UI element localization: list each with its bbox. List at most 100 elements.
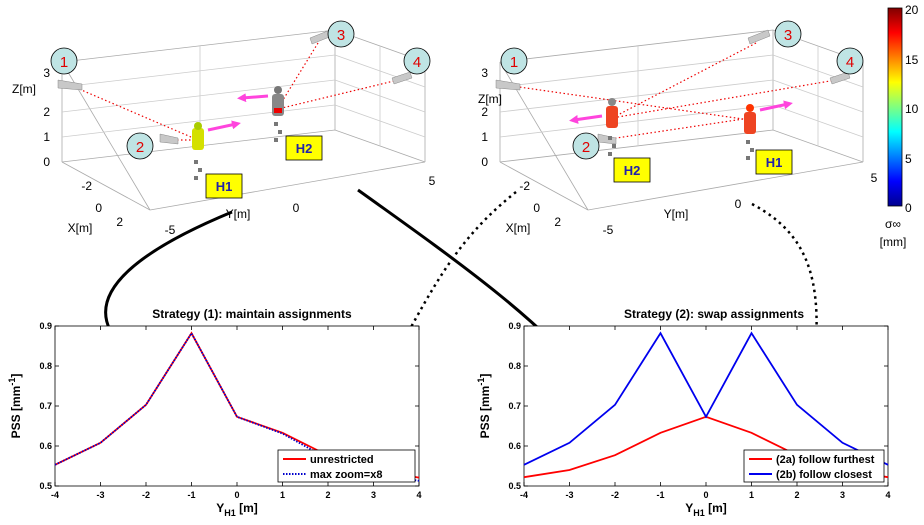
camera-number: 2 xyxy=(582,139,590,156)
y-tick: -5 xyxy=(165,223,176,237)
scene-right-x-ticks: -2 0 2 xyxy=(519,179,561,229)
x-tick-label: 4 xyxy=(885,490,890,500)
colorbar-label-unit: [mm] xyxy=(880,235,907,249)
legend-label: (2b) follow closest xyxy=(776,469,872,481)
scene-left-x-ticks: -2 0 2 xyxy=(81,179,123,229)
legend: (2a) follow furthest (2b) follow closest xyxy=(743,449,885,483)
y-tick: 0 xyxy=(293,201,300,215)
x-tick-label: 1 xyxy=(749,490,754,500)
x-tick-label: -2 xyxy=(611,490,619,500)
scene-right-human-h1 xyxy=(744,104,756,160)
z-axis-label: Z[m] xyxy=(12,82,36,96)
y-tick-label: 0.6 xyxy=(508,441,521,451)
chart-title: Strategy (2): swap assignments xyxy=(624,307,804,321)
camera-marker xyxy=(403,47,431,75)
x-tick: -2 xyxy=(81,179,92,193)
human-label-box xyxy=(755,149,793,175)
z-tick: 0 xyxy=(481,155,488,169)
camera-number: 3 xyxy=(784,27,792,44)
y-axis-label: PSS [mm-1] xyxy=(7,374,23,439)
x-tick: 0 xyxy=(533,201,540,215)
x-tick-label: -3 xyxy=(96,490,104,500)
y-tick: -5 xyxy=(603,223,614,237)
camera-marker xyxy=(774,20,802,48)
human-label: H1 xyxy=(216,179,233,194)
x-tick-label: 4 xyxy=(416,490,421,500)
camera-number: 2 xyxy=(136,139,144,156)
series-line xyxy=(523,331,889,466)
y-axis-label: Y[m] xyxy=(226,207,251,221)
y-tick-label: 0.8 xyxy=(39,361,52,371)
x-tick-label: -1 xyxy=(656,490,664,500)
colorbar: 0 5 10 15 20 σ∞ [mm] xyxy=(880,3,919,249)
human-label-box xyxy=(613,157,651,183)
colorbar-tick: 5 xyxy=(905,152,912,166)
colorbar-tick: 20 xyxy=(905,3,919,17)
y-tick: 5 xyxy=(871,171,878,185)
human-label-box xyxy=(285,135,323,161)
z-tick: 3 xyxy=(481,66,488,80)
scene-left-box xyxy=(61,29,426,211)
camera-marker xyxy=(126,132,154,160)
colorbar-ticks: 0 5 10 15 20 xyxy=(905,3,919,215)
y-tick-label: 0.7 xyxy=(508,401,521,411)
human-label: H1 xyxy=(766,155,783,170)
scene-right-y-ticks: -5 0 5 xyxy=(603,171,878,237)
x-tick-label: 0 xyxy=(234,490,239,500)
camera-marker xyxy=(500,47,528,75)
camera-marker xyxy=(836,47,864,75)
x-tick: 2 xyxy=(116,215,123,229)
x-tick-label: -3 xyxy=(565,490,573,500)
scene-left: 1 2 3 4 H1 H2 0 1 2 3 Z[m] -2 0 2 X[m] -… xyxy=(12,20,436,237)
camera-number: 1 xyxy=(60,54,68,71)
scene-left-human-h1 xyxy=(192,122,204,180)
chart-strategy-2: Strategy (2): swap assignments 0.5 0.6 0.7… xyxy=(476,307,891,518)
colorbar-gradient xyxy=(887,7,903,207)
y-tick-label: 0.5 xyxy=(508,481,521,491)
x-tick-label: -4 xyxy=(520,490,528,500)
camera-number: 1 xyxy=(510,54,518,71)
human-label-box xyxy=(205,173,243,199)
x-tick-label: 3 xyxy=(840,490,845,500)
x-tick: 0 xyxy=(95,201,102,215)
y-tick-label: 0.9 xyxy=(508,321,521,331)
scene-left-camera-bodies xyxy=(57,29,413,145)
x-axis-label: X[m] xyxy=(68,221,93,235)
scene-right: 1 2 3 4 H2 H1 0 1 2 3 Z[m] -2 0 2 X[m] -… xyxy=(478,20,878,237)
colorbar-tick: 15 xyxy=(905,53,919,67)
x-tick-label: 1 xyxy=(280,490,285,500)
legend-label: max zoom=x8 xyxy=(310,469,382,481)
z-tick: 1 xyxy=(43,130,50,144)
camera-marker xyxy=(572,132,600,160)
human-label: H2 xyxy=(296,141,313,156)
scene-right-human-h2 xyxy=(606,98,618,156)
y-tick-label: 0.5 xyxy=(39,481,52,491)
scene-right-h1-motion-arrow xyxy=(759,100,793,112)
colorbar-label-symbol: σ∞ xyxy=(885,217,901,231)
x-axis-label: YH1 [m] xyxy=(216,501,258,518)
connector-right-scene-to-maxzoom xyxy=(333,191,517,457)
legend: unrestricted max zoom=x8 xyxy=(277,449,416,483)
x-tick: -2 xyxy=(519,179,530,193)
y-axis-label: PSS [mm-1] xyxy=(476,374,492,439)
y-tick: 0 xyxy=(735,197,742,211)
x-axis-label: X[m] xyxy=(506,221,531,235)
legend-box xyxy=(743,449,885,483)
y-ticks: 0.5 0.6 0.7 0.8 0.9 xyxy=(39,321,419,491)
x-tick-label: -2 xyxy=(142,490,150,500)
scene-left-human-h2 xyxy=(272,86,284,142)
camera-marker xyxy=(50,47,78,75)
legend-box xyxy=(277,449,416,483)
camera-number: 3 xyxy=(337,27,345,44)
scene-right-camera-bodies xyxy=(495,29,851,145)
colorbar-tick: 10 xyxy=(905,102,919,116)
legend-label: unrestricted xyxy=(310,454,374,466)
y-tick-label: 0.6 xyxy=(39,441,52,451)
camera-marker xyxy=(327,20,355,48)
connector-right-scene-to-swap xyxy=(751,202,818,445)
scene-right-box xyxy=(499,29,864,211)
scene-left-y-ticks: -5 0 5 xyxy=(165,174,436,237)
scene-right-sightlines xyxy=(511,42,837,141)
z-tick: 2 xyxy=(43,105,50,119)
